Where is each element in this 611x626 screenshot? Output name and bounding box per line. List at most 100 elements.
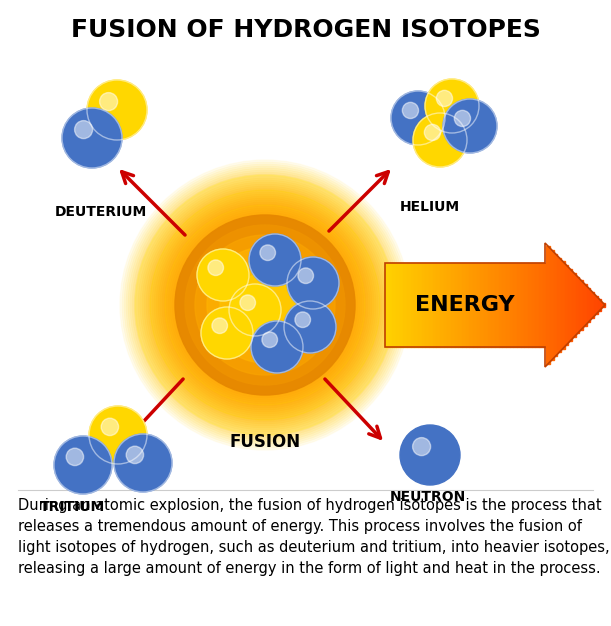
Circle shape (249, 234, 301, 286)
Circle shape (144, 184, 386, 426)
Circle shape (172, 212, 358, 398)
Circle shape (229, 284, 281, 336)
Bar (587, 288, 590, 322)
Circle shape (164, 204, 366, 406)
Bar (422, 263, 425, 347)
Circle shape (298, 268, 313, 284)
Circle shape (150, 190, 380, 420)
Bar (583, 284, 587, 326)
Bar (510, 263, 513, 347)
Bar (590, 292, 594, 318)
Bar (517, 263, 521, 347)
Bar (532, 263, 535, 347)
Circle shape (120, 160, 410, 450)
Bar (554, 254, 557, 356)
Circle shape (178, 218, 352, 392)
Bar (451, 263, 455, 347)
Bar (502, 263, 506, 347)
Circle shape (140, 180, 390, 430)
Circle shape (168, 208, 362, 402)
Circle shape (160, 200, 370, 410)
Circle shape (62, 108, 122, 168)
Circle shape (87, 80, 147, 140)
Bar (477, 263, 480, 347)
Bar (458, 263, 462, 347)
Bar (524, 263, 528, 347)
Text: NEUTRON: NEUTRON (390, 490, 466, 504)
Circle shape (124, 164, 406, 446)
Bar (385, 263, 389, 347)
Circle shape (146, 186, 384, 424)
Bar (535, 263, 539, 347)
Bar (579, 280, 583, 330)
Circle shape (114, 434, 172, 492)
Circle shape (240, 295, 255, 310)
Circle shape (185, 225, 345, 385)
Text: HELIUM: HELIUM (400, 200, 460, 214)
Bar (433, 263, 436, 347)
Bar (436, 263, 440, 347)
Bar (447, 263, 451, 347)
Circle shape (158, 198, 372, 412)
Bar (488, 263, 491, 347)
Circle shape (174, 214, 356, 396)
Circle shape (207, 247, 323, 363)
Circle shape (212, 318, 227, 334)
Circle shape (150, 190, 380, 420)
Circle shape (251, 321, 303, 373)
Circle shape (54, 436, 112, 494)
Bar (506, 263, 510, 347)
Circle shape (152, 192, 378, 418)
Bar (550, 250, 554, 360)
Bar (411, 263, 414, 347)
Circle shape (135, 175, 395, 435)
Circle shape (262, 332, 277, 347)
Circle shape (197, 249, 249, 301)
Bar (546, 246, 550, 364)
Circle shape (443, 99, 497, 153)
Bar (440, 263, 444, 347)
Bar (565, 265, 568, 345)
Circle shape (201, 307, 253, 359)
Circle shape (176, 216, 354, 394)
Text: FUSION: FUSION (230, 433, 301, 451)
Circle shape (195, 235, 335, 375)
Circle shape (220, 260, 310, 350)
Circle shape (156, 196, 374, 414)
Circle shape (425, 125, 441, 141)
Circle shape (287, 257, 339, 309)
Bar (403, 263, 407, 347)
Bar (594, 295, 598, 314)
Circle shape (170, 210, 360, 400)
Circle shape (66, 448, 84, 466)
Bar (429, 263, 433, 347)
Circle shape (208, 260, 224, 275)
Bar (528, 263, 532, 347)
Bar (425, 263, 429, 347)
Bar (418, 263, 422, 347)
Bar (539, 263, 543, 347)
Bar (557, 258, 561, 352)
Circle shape (154, 194, 376, 416)
Circle shape (130, 170, 400, 440)
Circle shape (122, 162, 408, 448)
Circle shape (100, 93, 117, 111)
Text: During an atomic explosion, the fusion of hydrogen isotopes is the process that : During an atomic explosion, the fusion o… (18, 498, 610, 576)
Circle shape (101, 418, 119, 436)
Circle shape (134, 174, 396, 436)
Circle shape (402, 102, 419, 118)
Circle shape (425, 79, 479, 133)
Circle shape (436, 90, 453, 106)
Bar (480, 263, 484, 347)
Bar (561, 262, 565, 349)
Circle shape (75, 121, 93, 138)
Bar (521, 263, 524, 347)
Circle shape (132, 172, 398, 438)
Bar (473, 263, 477, 347)
Circle shape (295, 312, 310, 327)
Bar (407, 263, 411, 347)
Bar (466, 263, 469, 347)
Circle shape (233, 273, 297, 337)
Circle shape (138, 178, 392, 432)
Bar (568, 269, 572, 341)
